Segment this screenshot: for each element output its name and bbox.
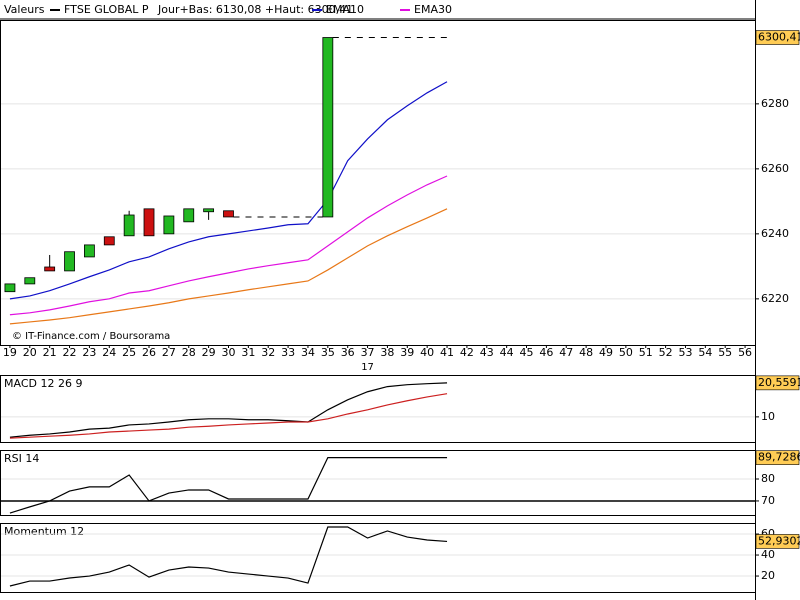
x-tick-label: 52 bbox=[659, 346, 673, 359]
y-tick-label: 20 bbox=[761, 569, 775, 582]
x-tick-label: 35 bbox=[321, 346, 335, 359]
series-line bbox=[9, 382, 448, 438]
x-tick-label: 37 bbox=[361, 346, 375, 359]
x-tick-label: 51 bbox=[639, 346, 653, 359]
x-tick-label: 22 bbox=[63, 346, 77, 359]
series-line bbox=[9, 81, 448, 300]
last-value-label: 89,7286 bbox=[758, 451, 800, 464]
x-tick-label: 48 bbox=[579, 346, 593, 359]
x-tick-label: 46 bbox=[539, 346, 553, 359]
x-tick-label: 36 bbox=[341, 346, 355, 359]
candle-body bbox=[84, 244, 95, 258]
candle-body bbox=[223, 210, 234, 218]
series-line bbox=[9, 393, 448, 439]
x-tick-label: 45 bbox=[520, 346, 534, 359]
y-tick-label: 40 bbox=[761, 548, 775, 561]
last-value-label: 20,5591 bbox=[758, 376, 800, 389]
last-value-label: 6300,41 bbox=[758, 31, 800, 44]
panel-title: MACD 12 26 9 bbox=[4, 377, 82, 390]
last-value-label: 52,9302 bbox=[758, 534, 800, 547]
x-tick-label: 31 bbox=[241, 346, 255, 359]
series-line bbox=[9, 175, 448, 316]
y-tick-label: 10 bbox=[761, 410, 775, 423]
x-tick-label: 53 bbox=[678, 346, 692, 359]
chart-title: FTSE GLOBAL P bbox=[64, 3, 149, 16]
x-tick-label: 38 bbox=[380, 346, 394, 359]
y-tick-label: 70 bbox=[761, 494, 775, 507]
series-line bbox=[9, 208, 448, 325]
candle-body bbox=[322, 37, 334, 218]
x-tick-label: 50 bbox=[619, 346, 633, 359]
candle-body bbox=[44, 266, 56, 272]
y-tick-label: 80 bbox=[761, 472, 775, 485]
candle-body bbox=[143, 208, 155, 237]
legend-label: EMA30 bbox=[414, 3, 452, 16]
x-tick-label: 44 bbox=[500, 346, 514, 359]
series-line bbox=[9, 457, 448, 514]
y-tick-label: 6280 bbox=[761, 97, 789, 110]
chart-subtitle: Jour+Bas: 6130,08 +Haut: 6300,41 bbox=[157, 3, 353, 16]
panel-title: RSI 14 bbox=[4, 452, 39, 465]
x-tick-label: 56 bbox=[738, 346, 752, 359]
x-tick-label: 34 bbox=[301, 346, 315, 359]
candle-body bbox=[183, 208, 195, 223]
x-tick-label: 55 bbox=[718, 346, 732, 359]
y-tick-label: 6260 bbox=[761, 162, 789, 175]
x-tick-label: 42 bbox=[460, 346, 474, 359]
watermark: © IT-Finance.com / Boursorama bbox=[12, 331, 170, 342]
candle-body bbox=[123, 214, 135, 237]
x-tick-label: 19 bbox=[3, 346, 17, 359]
x-tick-label: 41 bbox=[440, 346, 454, 359]
x-tick-label: 40 bbox=[420, 346, 434, 359]
x-tick-label: 49 bbox=[599, 346, 613, 359]
x-tick-label: 28 bbox=[182, 346, 196, 359]
x-tick-label: 23 bbox=[82, 346, 96, 359]
candle-body bbox=[4, 283, 16, 293]
x-tick-label: 21 bbox=[43, 346, 57, 359]
x-tick-label: 47 bbox=[559, 346, 573, 359]
panel-title: Momentum 12 bbox=[4, 525, 84, 538]
x-tick-label: 54 bbox=[698, 346, 712, 359]
y-tick-label: 6220 bbox=[761, 292, 789, 305]
x-tick-label: 27 bbox=[162, 346, 176, 359]
x-tick-label: 26 bbox=[142, 346, 156, 359]
x-tick-label: 24 bbox=[102, 346, 116, 359]
x-tick-label: 20 bbox=[23, 346, 37, 359]
candle-body bbox=[103, 236, 115, 246]
legend-label: Valeurs bbox=[4, 3, 45, 16]
candle-body bbox=[163, 215, 175, 235]
candle-body bbox=[64, 251, 75, 272]
x-tick-label: 29 bbox=[202, 346, 216, 359]
x-tick-label: 43 bbox=[480, 346, 494, 359]
x-tick-label: 33 bbox=[281, 346, 295, 359]
legend-label: EMA10 bbox=[326, 3, 364, 16]
candle-body bbox=[24, 277, 36, 285]
y-tick-label: 6240 bbox=[761, 227, 789, 240]
x-tick-label: 32 bbox=[261, 346, 275, 359]
period-label: 17 bbox=[361, 362, 374, 373]
candle-body bbox=[203, 208, 215, 213]
x-tick-label: 30 bbox=[221, 346, 235, 359]
series-line bbox=[9, 526, 448, 587]
x-tick-label: 39 bbox=[400, 346, 414, 359]
x-tick-label: 25 bbox=[122, 346, 136, 359]
